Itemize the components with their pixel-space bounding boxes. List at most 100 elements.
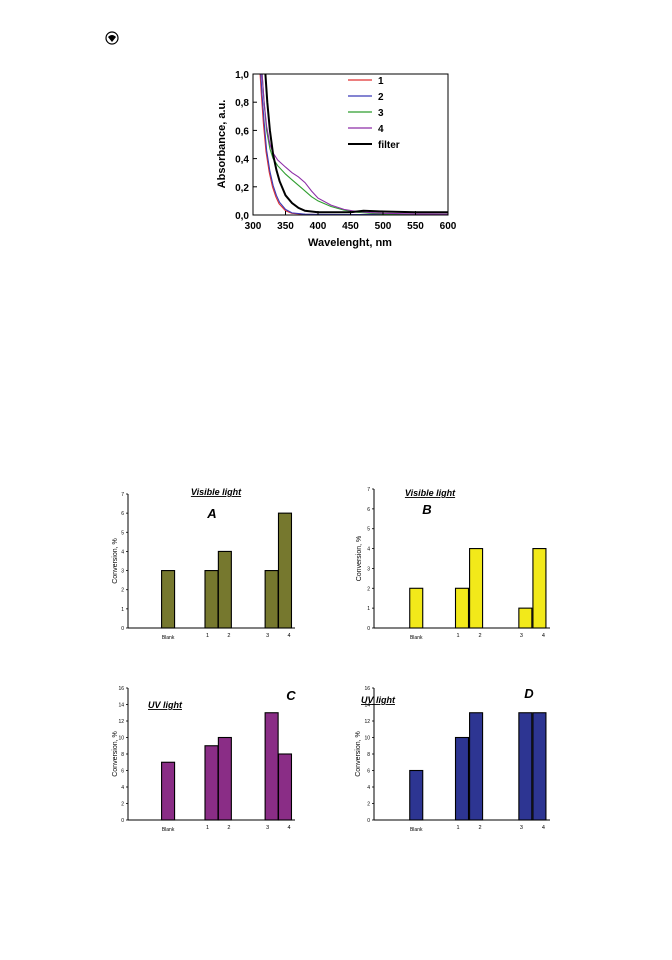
y-tick-label: 12 (364, 719, 370, 725)
y-tick-label: 14 (364, 703, 370, 709)
series-line-filter (264, 73, 448, 214)
y-tick-label: 0,2 (235, 183, 249, 194)
bar-2 (217, 550, 232, 629)
bar-2 (217, 736, 232, 821)
y-tick-label: 3 (367, 566, 370, 572)
x-axis-label: Wavelenght, nm (308, 237, 392, 249)
legend-label: filter (378, 140, 400, 151)
series-line-3 (261, 73, 449, 215)
category-label: 1 (456, 825, 459, 831)
category-label: 1 (206, 825, 209, 831)
category-label: 3 (520, 825, 523, 831)
x-tick-label: 600 (440, 221, 457, 232)
y-tick-label: 1,0 (235, 70, 249, 81)
category-label: 1 (456, 633, 459, 639)
bar-1 (454, 736, 470, 821)
y-tick-label: 3 (121, 569, 124, 575)
bar-2 (469, 548, 484, 629)
x-tick-label: 550 (407, 221, 424, 232)
category-label: 4 (287, 825, 290, 831)
y-axis-label: Conversion, % (356, 536, 363, 582)
y-tick-label: 0,8 (235, 98, 249, 109)
y-tick-label: 2 (121, 588, 124, 594)
series-line-4 (261, 73, 449, 215)
x-tick-label: 500 (375, 221, 392, 232)
category-label: 3 (266, 825, 269, 831)
bar-Blank (161, 570, 176, 629)
y-tick-label: 0 (121, 626, 124, 632)
y-tick-label: 1 (121, 607, 124, 613)
category-label: 4 (542, 633, 545, 639)
bar-1 (204, 745, 219, 821)
category-label: 2 (227, 633, 230, 639)
bar-1 (204, 570, 219, 629)
legend-label: 2 (378, 92, 384, 103)
y-tick-label: 4 (121, 549, 124, 555)
y-tick-label: 16 (364, 686, 370, 692)
y-tick-label: 0 (121, 818, 124, 824)
y-tick-label: 2 (121, 802, 124, 808)
bar-chart-panel-B: 0 1 2 3 4 5 6 7 Conversion, % Blank 1 2 3 4 Visible li… (356, 487, 550, 641)
y-tick-label: 10 (364, 736, 370, 742)
y-tick-label: 6 (367, 507, 370, 513)
panel-label: A (206, 506, 216, 521)
y-tick-label: 8 (367, 752, 370, 758)
y-tick-label: 7 (367, 487, 370, 493)
category-label: 2 (479, 825, 482, 831)
panel-title: UV light (148, 700, 183, 710)
y-axis-label: Absorbance, a.u. (216, 100, 228, 189)
bar-1 (454, 587, 470, 629)
legend-label: 4 (378, 124, 384, 135)
legend-label: 1 (378, 76, 384, 87)
category-label: Blank (410, 635, 423, 641)
absorbance-chart: 0,0 0,2 0,4 0,6 0,8 1,0 300 350 400 450 500 550 600… (216, 70, 457, 249)
y-tick-label: 0,0 (235, 211, 249, 222)
y-tick-label: 7 (121, 492, 124, 498)
y-tick-label: 12 (118, 719, 124, 725)
bar-chart-panel-A: 0 1 2 3 4 5 6 7 Conversion, % Blank 1 2 3 4 Visible li… (112, 487, 295, 641)
bar-2 (469, 712, 484, 821)
panel-title: Visible light (405, 488, 456, 498)
bar-4 (277, 753, 293, 821)
bar-Blank (161, 761, 176, 821)
y-tick-label: 0,6 (235, 126, 249, 137)
category-label: 3 (520, 633, 523, 639)
y-tick-label: 4 (121, 785, 124, 791)
y-tick-label: 0 (367, 626, 370, 632)
y-tick-label: 2 (367, 586, 370, 592)
x-tick-label: 400 (310, 221, 327, 232)
y-tick-label: 6 (367, 769, 370, 775)
panel-title: UV light (361, 695, 396, 705)
category-label: Blank (162, 635, 175, 641)
y-tick-label: 6 (121, 769, 124, 775)
y-axis-label: Conversion, % (112, 731, 119, 777)
y-tick-label: 8 (121, 752, 124, 758)
y-tick-label: 1 (367, 606, 370, 612)
y-tick-label: 0 (367, 818, 370, 824)
bar-3 (264, 570, 279, 629)
panel-label: B (422, 502, 431, 517)
y-tick-label: 6 (121, 511, 124, 517)
bar-3 (518, 712, 533, 821)
bar-4 (532, 712, 547, 821)
category-label: Blank (410, 827, 423, 833)
y-tick-label: 2 (367, 802, 370, 808)
bar-Blank (409, 587, 424, 629)
y-tick-label: 5 (367, 527, 370, 533)
y-tick-label: 4 (367, 547, 370, 553)
y-tick-label: 16 (118, 686, 124, 692)
panel-label: D (524, 686, 534, 701)
category-label: 2 (227, 825, 230, 831)
bar-3 (518, 607, 533, 629)
category-label: 3 (266, 633, 269, 639)
bar-4 (277, 512, 293, 629)
y-axis-label: Conversion, % (112, 538, 119, 584)
y-axis-label: Conversion, % (355, 731, 362, 777)
bar-4 (532, 548, 547, 629)
category-label: 4 (287, 633, 290, 639)
legend-label: 3 (378, 108, 384, 119)
category-label: 1 (206, 633, 209, 639)
